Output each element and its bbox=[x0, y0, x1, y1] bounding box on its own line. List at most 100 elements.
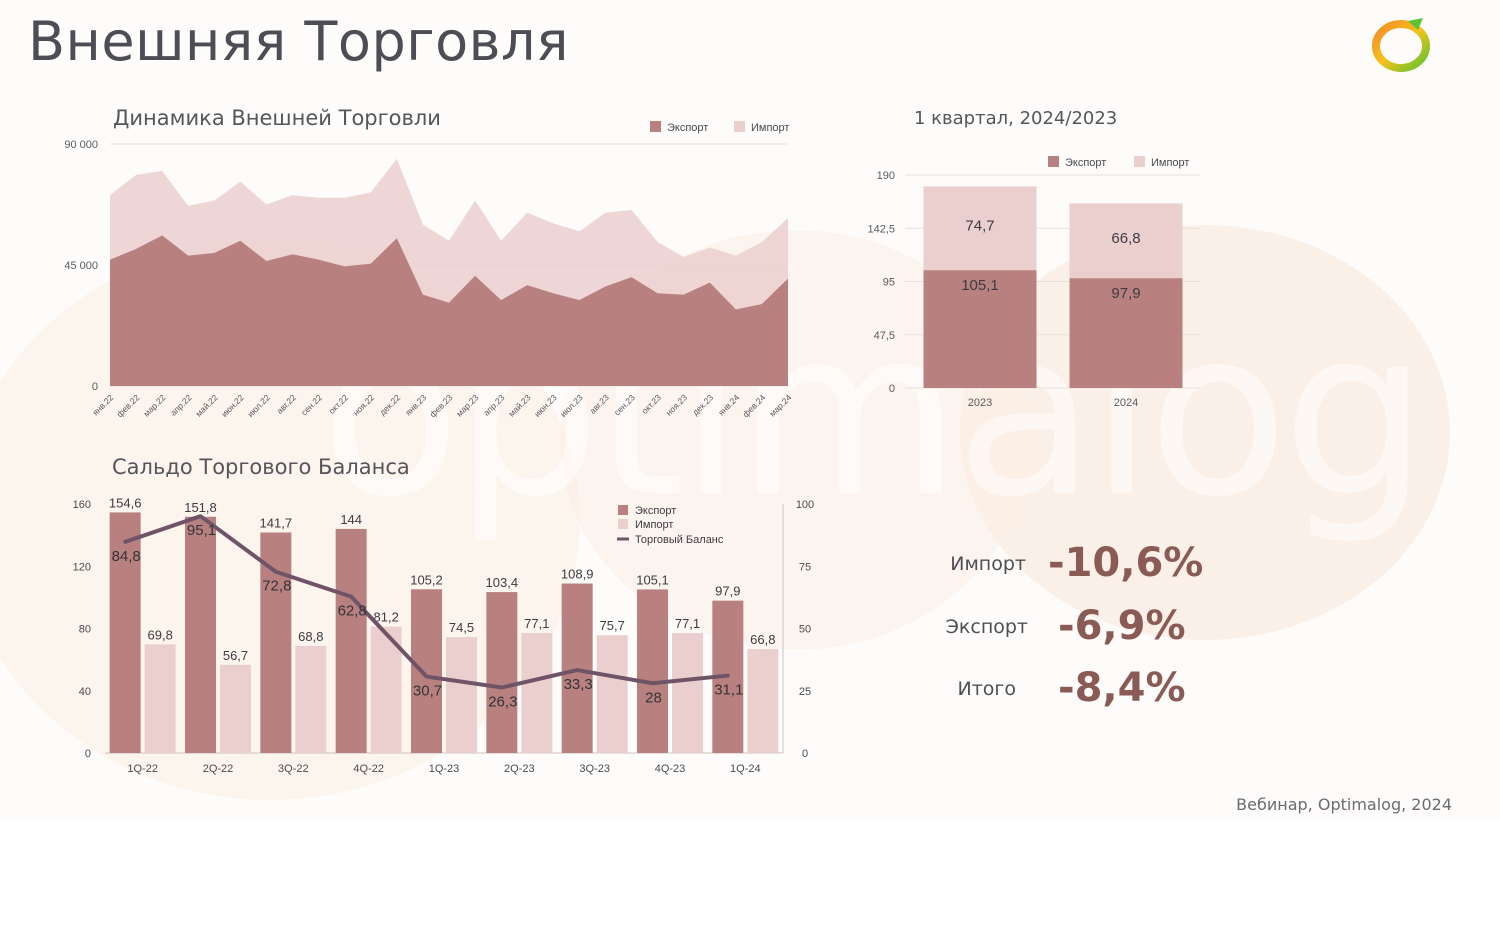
legend-label-export: Экспорт bbox=[635, 505, 676, 517]
bar-import bbox=[596, 635, 628, 753]
legend-label-import: Импорт bbox=[751, 122, 789, 134]
background-blob bbox=[960, 225, 1450, 640]
y-tick-label-left: 160 bbox=[73, 499, 91, 511]
y-tick-label: 0 bbox=[889, 383, 895, 395]
data-label-export: 151,8 bbox=[184, 500, 217, 515]
legend-swatch-export bbox=[1048, 156, 1059, 167]
quarter-stacked-bar-chart: 0 47,5 95 142,5 190 74,7 105,1 2023 66,8 97,9 2024… bbox=[867, 156, 1200, 409]
bar-import bbox=[144, 644, 176, 753]
bar-import bbox=[220, 664, 251, 753]
x-tick-label: фев.23 bbox=[427, 392, 454, 419]
x-tick-label: 3Q-22 bbox=[278, 763, 309, 775]
data-label-export: 144 bbox=[340, 512, 362, 527]
x-tick-label: 4Q-22 bbox=[353, 763, 384, 775]
y-tick-label: 47,5 bbox=[874, 330, 895, 342]
bar-import bbox=[521, 633, 553, 753]
kpi-total-value: -8,4% bbox=[1058, 665, 1186, 711]
x-tick-label: мар.23 bbox=[454, 392, 480, 418]
x-tick-label: мар.22 bbox=[141, 392, 167, 418]
x-tick-label: 2024 bbox=[1114, 397, 1138, 409]
x-tick-label: июн.23 bbox=[532, 392, 559, 419]
x-tick-label: 1Q-24 bbox=[730, 763, 761, 775]
kpi-import-label: Импорт bbox=[950, 553, 1026, 575]
legend-swatch-import bbox=[734, 121, 745, 132]
data-label-balance: 72,8 bbox=[262, 578, 291, 595]
data-label-export: 105,1 bbox=[961, 277, 999, 294]
x-tick-label: авг.22 bbox=[275, 392, 299, 416]
x-tick-label: 3Q-23 bbox=[579, 763, 610, 775]
x-tick-label: дек.23 bbox=[690, 392, 715, 417]
x-tick-label: янв.23 bbox=[403, 392, 428, 417]
y-tick-label-right: 50 bbox=[799, 624, 811, 636]
data-label-export: 103,4 bbox=[486, 575, 519, 590]
bar-export bbox=[411, 589, 442, 753]
data-label-import: 75,7 bbox=[600, 618, 625, 633]
bar-import bbox=[1069, 203, 1183, 279]
footer-credit: Вебинар, Optimalog, 2024 bbox=[1236, 795, 1452, 814]
y-tick-label-right: 75 bbox=[799, 561, 811, 573]
kpi-export-label: Экспорт bbox=[945, 616, 1028, 638]
bar-import bbox=[446, 637, 477, 753]
y-tick-label-right: 0 bbox=[802, 748, 808, 760]
x-tick-label: 4Q-23 bbox=[655, 763, 686, 775]
y-tick-label-left: 80 bbox=[79, 624, 91, 636]
series-area-export bbox=[110, 235, 788, 386]
data-label-import: 77,1 bbox=[524, 616, 549, 631]
x-tick-label: 1Q-22 bbox=[127, 763, 158, 775]
bar-import bbox=[923, 186, 1037, 271]
x-tick-label: ноя.22 bbox=[351, 392, 377, 418]
data-label-import: 74,5 bbox=[449, 620, 474, 635]
x-tick-label: окт.22 bbox=[327, 392, 351, 416]
y-tick-label: 95 bbox=[883, 277, 895, 289]
data-label-import: 66,8 bbox=[750, 632, 775, 647]
data-label-balance: 30,7 bbox=[413, 683, 442, 700]
legend-label-balance: Торговый Баланс bbox=[635, 534, 724, 546]
data-label-import: 66,8 bbox=[1111, 230, 1140, 247]
data-label-export: 108,9 bbox=[561, 567, 594, 582]
y-tick-label: 190 bbox=[877, 170, 895, 182]
balance-chart-title: Сальдо Торгового Баланса bbox=[112, 455, 410, 479]
legend-swatch-export bbox=[618, 505, 628, 515]
y-tick-label-right: 25 bbox=[799, 686, 811, 698]
bar-export bbox=[260, 532, 292, 753]
y-tick-label: 0 bbox=[92, 381, 98, 393]
y-tick-label: 45 000 bbox=[64, 260, 98, 272]
bar-import bbox=[370, 626, 402, 753]
x-tick-label: сен.22 bbox=[299, 392, 324, 417]
x-tick-label: апр.23 bbox=[481, 392, 507, 418]
bar-import bbox=[747, 649, 779, 753]
legend-label-export: Экспорт bbox=[667, 122, 708, 134]
slide: optimalog Внешняя Торговля Динамика Внеш… bbox=[0, 10, 1452, 814]
bar-import bbox=[295, 645, 327, 753]
data-label-export: 154,6 bbox=[109, 495, 142, 510]
legend-label-export: Экспорт bbox=[1065, 157, 1106, 169]
x-tick-label: июн.22 bbox=[219, 392, 246, 419]
data-label-balance: 95,1 bbox=[187, 522, 216, 539]
x-tick-label: янв.24 bbox=[716, 392, 741, 417]
dynamics-area-chart: 0 45 000 90 000 янв.22 фев.22 мар.22 апр.22 май… bbox=[64, 121, 794, 419]
data-label-import: 81,2 bbox=[374, 610, 399, 625]
page-title: Внешняя Торговля bbox=[28, 10, 569, 73]
data-label-balance: 33,3 bbox=[564, 676, 593, 693]
x-tick-label: май.22 bbox=[193, 392, 219, 418]
x-tick-label: авг.23 bbox=[587, 392, 611, 416]
data-label-balance: 62,8 bbox=[338, 603, 367, 620]
x-tick-label: фев.22 bbox=[115, 392, 142, 419]
kpi-import-value: -10,6% bbox=[1048, 540, 1204, 586]
dynamics-chart-title: Динамика Внешней Торговли bbox=[113, 106, 441, 130]
bar-import bbox=[672, 633, 703, 753]
legend-swatch-export bbox=[650, 121, 661, 132]
x-tick-label: сен.23 bbox=[612, 392, 637, 417]
data-label-export: 97,9 bbox=[715, 584, 740, 599]
x-tick-label: 2023 bbox=[968, 397, 992, 409]
quarter-chart-title: 1 квартал, 2024/2023 bbox=[914, 108, 1118, 129]
bar-export bbox=[335, 528, 367, 753]
data-label-export: 105,1 bbox=[636, 572, 669, 587]
kpi-export-value: -6,9% bbox=[1058, 603, 1186, 649]
y-tick-label: 90 000 bbox=[64, 139, 98, 151]
legend-label-import: Импорт bbox=[635, 519, 673, 531]
bar-export bbox=[109, 512, 141, 753]
x-tick-label: апр.22 bbox=[168, 392, 194, 418]
x-tick-label: янв.22 bbox=[90, 392, 115, 417]
x-tick-label: фев.24 bbox=[740, 392, 767, 419]
